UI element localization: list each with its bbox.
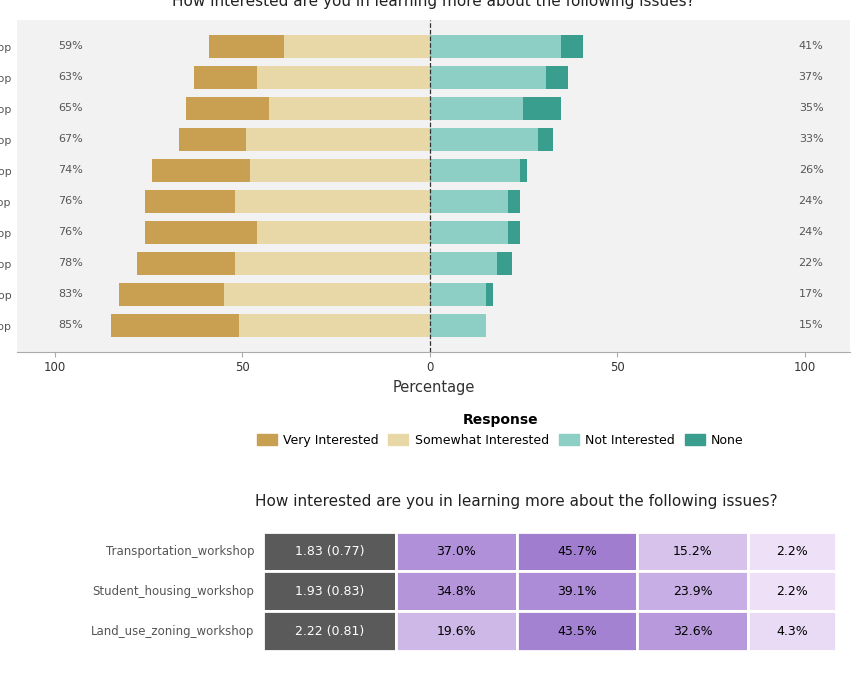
Bar [508, 221, 519, 244]
Bar [486, 283, 493, 306]
Text: 41%: 41% [799, 42, 824, 51]
Bar [137, 252, 235, 275]
Text: Land_use_zoning_workshop: Land_use_zoning_workshop [91, 625, 255, 637]
Text: 65%: 65% [59, 104, 83, 114]
Text: 24%: 24% [799, 197, 824, 207]
Bar [430, 160, 519, 182]
Bar [498, 252, 512, 275]
FancyBboxPatch shape [748, 571, 836, 611]
Text: 45.7%: 45.7% [557, 545, 597, 558]
Text: 17%: 17% [799, 289, 824, 299]
FancyBboxPatch shape [396, 611, 517, 651]
Bar [430, 35, 561, 58]
Bar [153, 160, 250, 182]
Bar [430, 252, 498, 275]
Bar [179, 129, 246, 151]
Bar [224, 283, 430, 306]
Bar [269, 98, 430, 120]
Bar [246, 129, 430, 151]
Text: 76%: 76% [59, 197, 83, 207]
Bar [430, 221, 508, 244]
Text: 2.2%: 2.2% [776, 545, 808, 558]
Bar [145, 190, 235, 213]
Text: 67%: 67% [59, 135, 83, 145]
Bar [257, 66, 430, 89]
Bar [508, 190, 519, 213]
Bar [111, 314, 238, 336]
Bar [519, 160, 527, 182]
Text: 1.93 (0.83): 1.93 (0.83) [295, 585, 364, 598]
Text: 33%: 33% [799, 135, 824, 145]
Text: Transportation_workshop: Transportation_workshop [106, 545, 255, 558]
Text: 34.8%: 34.8% [436, 585, 476, 598]
Bar [257, 221, 430, 244]
Text: 26%: 26% [799, 166, 824, 176]
Text: 32.6%: 32.6% [673, 625, 713, 637]
Text: 2.2%: 2.2% [776, 585, 808, 598]
FancyBboxPatch shape [748, 611, 836, 651]
Title: How interested are you in learning more about the following issues?: How interested are you in learning more … [173, 0, 694, 9]
FancyBboxPatch shape [396, 571, 517, 611]
FancyBboxPatch shape [517, 532, 637, 571]
Legend: Very Interested, Somewhat Interested, Not Interested, None: Very Interested, Somewhat Interested, No… [251, 409, 748, 452]
Text: 43.5%: 43.5% [557, 625, 597, 637]
FancyBboxPatch shape [263, 532, 396, 571]
Bar [430, 283, 486, 306]
Bar [145, 221, 257, 244]
Bar [546, 66, 569, 89]
Bar [430, 98, 524, 120]
Bar [193, 66, 257, 89]
Text: 83%: 83% [59, 289, 83, 299]
Text: 2.22 (0.81): 2.22 (0.81) [295, 625, 364, 637]
Text: 85%: 85% [59, 320, 83, 330]
Title: How interested are you in learning more about the following issues?: How interested are you in learning more … [256, 495, 778, 509]
FancyBboxPatch shape [263, 611, 396, 651]
Text: 37%: 37% [799, 73, 824, 82]
Bar [284, 35, 430, 58]
Text: 15%: 15% [799, 320, 824, 330]
Text: 15.2%: 15.2% [673, 545, 713, 558]
Bar [209, 35, 284, 58]
Bar [430, 190, 508, 213]
FancyBboxPatch shape [517, 571, 637, 611]
Text: 1.83 (0.77): 1.83 (0.77) [295, 545, 364, 558]
Bar [250, 160, 430, 182]
Text: 59%: 59% [59, 42, 83, 51]
Text: 74%: 74% [59, 166, 83, 176]
Text: 39.1%: 39.1% [557, 585, 596, 598]
FancyBboxPatch shape [517, 611, 637, 651]
X-axis label: Percentage: Percentage [392, 380, 475, 395]
Bar [430, 129, 538, 151]
Bar [430, 314, 486, 336]
FancyBboxPatch shape [263, 571, 396, 611]
Text: 35%: 35% [799, 104, 824, 114]
FancyBboxPatch shape [637, 611, 748, 651]
Bar [238, 314, 430, 336]
Text: 4.3%: 4.3% [776, 625, 808, 637]
Bar [561, 35, 583, 58]
Bar [186, 98, 269, 120]
Bar [119, 283, 224, 306]
FancyBboxPatch shape [637, 532, 748, 571]
FancyBboxPatch shape [637, 571, 748, 611]
FancyBboxPatch shape [396, 532, 517, 571]
Bar [235, 252, 430, 275]
Text: 24%: 24% [799, 227, 824, 238]
Bar [524, 98, 561, 120]
FancyBboxPatch shape [748, 532, 836, 571]
Bar [235, 190, 430, 213]
Bar [430, 66, 546, 89]
Text: 37.0%: 37.0% [436, 545, 476, 558]
Bar [538, 129, 553, 151]
Text: 22%: 22% [799, 258, 824, 269]
Text: 63%: 63% [59, 73, 83, 82]
Text: 76%: 76% [59, 227, 83, 238]
Text: 78%: 78% [59, 258, 83, 269]
Text: 23.9%: 23.9% [673, 585, 713, 598]
Text: Student_housing_workshop: Student_housing_workshop [93, 585, 255, 598]
Text: 19.6%: 19.6% [437, 625, 476, 637]
